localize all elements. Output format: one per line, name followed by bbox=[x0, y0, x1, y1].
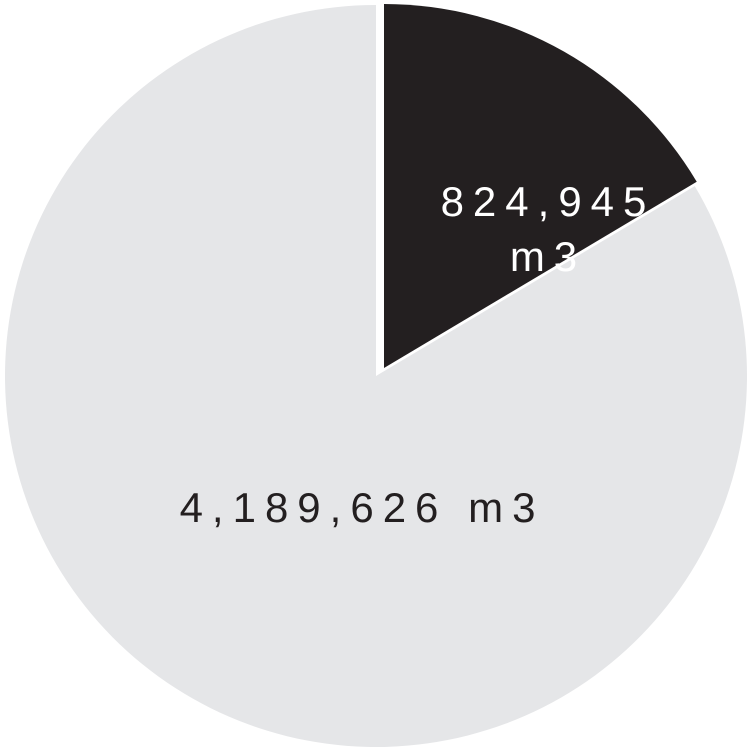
slice-label-2-line-1: 4,189,626 m3 bbox=[180, 484, 545, 531]
slice-label-1: 824,945 m3 bbox=[441, 178, 656, 280]
slice-label-2: 4,189,626 m3 bbox=[180, 484, 545, 531]
pie-slices bbox=[4, 4, 747, 747]
pie-slice-2 bbox=[4, 5, 747, 747]
pie-slice-1 bbox=[384, 4, 697, 368]
pie-labels: 824,945 m3 4,189,626 m3 bbox=[180, 178, 656, 531]
slice-label-1-line-2: m3 bbox=[510, 233, 586, 280]
slice-label-1-line-1: 824,945 bbox=[441, 178, 656, 225]
